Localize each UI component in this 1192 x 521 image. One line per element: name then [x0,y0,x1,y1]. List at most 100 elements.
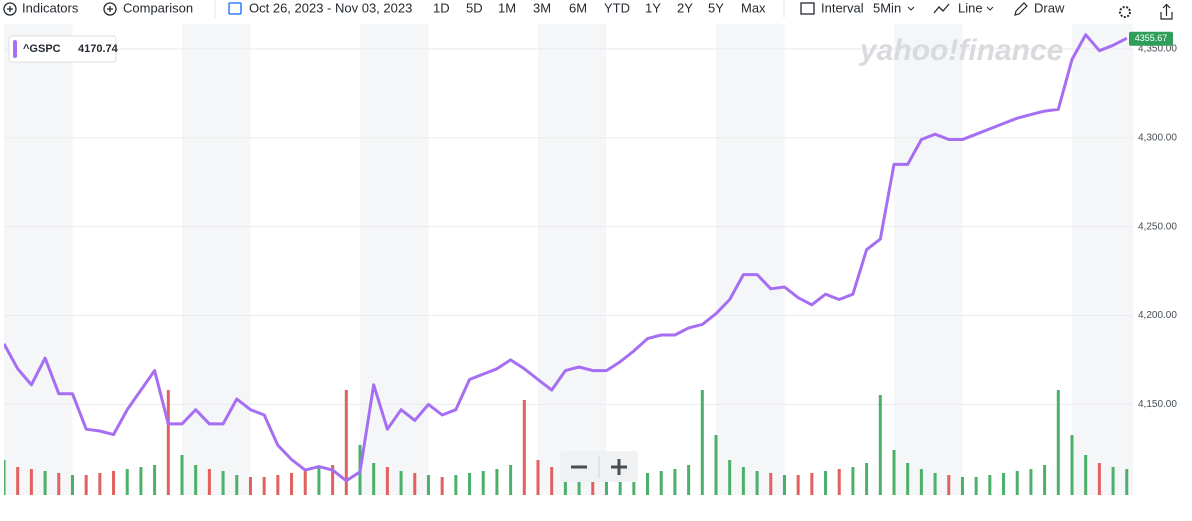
share-icon[interactable] [1160,3,1173,20]
volume-bar [153,465,157,495]
y-tick-label: 4,200.00 [1138,310,1177,321]
volume-bar [440,477,444,495]
period-button[interactable]: YTD [604,0,630,15]
legend-value: 4170.74 [78,43,119,55]
interval-value[interactable]: 5Min [873,0,901,15]
period-button[interactable]: Max [741,0,766,15]
volume-bar [659,471,663,495]
draw-icon [1014,2,1028,16]
volume-bar [906,463,910,495]
volume-bar [577,473,581,495]
y-axis: 4,150.00 4,200.00 4,250.00 4,300.00 4,350.00 [1138,44,1177,410]
chevron [986,6,994,11]
volume-bar [878,395,882,495]
volume-bar [344,390,348,495]
volume-bar [1097,463,1101,495]
volume-bar [536,460,540,495]
x-tick-label: 11/1 [707,505,726,516]
volume-bar [837,469,841,495]
zoom-controls [560,451,638,482]
session-band [1072,24,1133,495]
price-line [4,33,1128,483]
legend-swatch [13,40,17,58]
volume-bar [824,471,828,495]
volume-bar [207,469,211,495]
volume-bar [988,475,992,495]
volume-bar [1070,435,1074,495]
volume-bar [57,473,61,495]
volume-bar [290,473,294,495]
volume-bar [604,477,608,495]
volume-bar [43,471,47,495]
y-tick-label: 4,300.00 [1138,132,1177,143]
volume-bar [112,471,116,495]
toolbar: Indicators Comparison Oct 26, 2023 - Nov… [3,0,1173,20]
volume-bar [84,475,88,495]
period-button[interactable]: 5Y [708,0,724,15]
comparison-button[interactable]: Comparison [123,0,193,15]
calendar-icon [228,2,242,15]
volume-bar [303,471,307,495]
x-tick-label: 10/31 [525,505,550,516]
volume-bar [276,475,280,495]
x-axis: 10/26 12:00 PM 10/27 12:00 PM 10/30 12:00 PM 1… [0,505,1162,516]
period-button[interactable]: 1Y [645,0,661,15]
volume-bar [687,465,691,495]
x-tick-label: 12:00 PM [763,505,806,516]
volume-bar [646,473,650,495]
icon [103,2,117,16]
volume-bar [1111,467,1115,495]
settings-icon[interactable] [1119,6,1131,18]
volume-bar [139,467,143,495]
icon [3,2,17,16]
icon [107,6,113,12]
volume-bar [194,465,198,495]
x-tick-label: 11/3 [1063,505,1082,516]
volume-bar [522,400,526,495]
interval-label[interactable]: Interval [821,0,864,15]
volume-bar [865,463,869,495]
last-price-tag [1129,31,1173,46]
volume-bar [454,475,458,495]
volume-bar [468,473,472,495]
volume-bar [4,460,6,495]
session-band [894,24,963,495]
volume-bar [248,477,252,495]
draw-button[interactable]: Draw [1034,0,1065,15]
volume-bar [331,465,335,495]
chevron [907,6,915,11]
volume-bar [399,471,403,495]
volume-bar [16,467,20,495]
session-band [182,24,251,495]
period-button[interactable]: 2Y [677,0,693,15]
volume-bar [974,477,978,495]
session-band [538,24,607,495]
period-button[interactable]: 1D [433,0,450,15]
session-band [4,24,73,495]
period-button[interactable]: 3M [533,0,551,15]
period-button[interactable]: 5D [466,0,483,15]
volume-bar [1002,473,1006,495]
volume-bar [755,471,759,495]
x-tick-label: 12:00 PM [1119,505,1162,516]
volume-bars [4,390,1129,495]
y-tick-label: 4,350.00 [1138,44,1177,55]
volume-bar [262,477,266,495]
indicators-button[interactable]: Indicators [22,0,79,15]
icon [7,6,13,12]
volume-bar [673,469,677,495]
volume-bar [550,467,554,495]
chart-style[interactable]: Line [958,0,983,15]
period-button[interactable]: 1M [498,0,516,15]
date-range[interactable]: Oct 26, 2023 - Nov 03, 2023 [249,0,412,15]
x-tick-label: 11/2 [885,505,904,516]
zoom-in[interactable] [611,459,627,475]
period-button[interactable]: 6M [569,0,587,15]
volume-bar [180,455,184,495]
x-tick-label: 12:00 PM [51,505,94,516]
x-tick-label: 12:00 PM [941,505,984,516]
legend: ^GSPC 4170.74 [8,35,119,63]
volume-bar [796,475,800,495]
volume-bar [1015,471,1019,495]
